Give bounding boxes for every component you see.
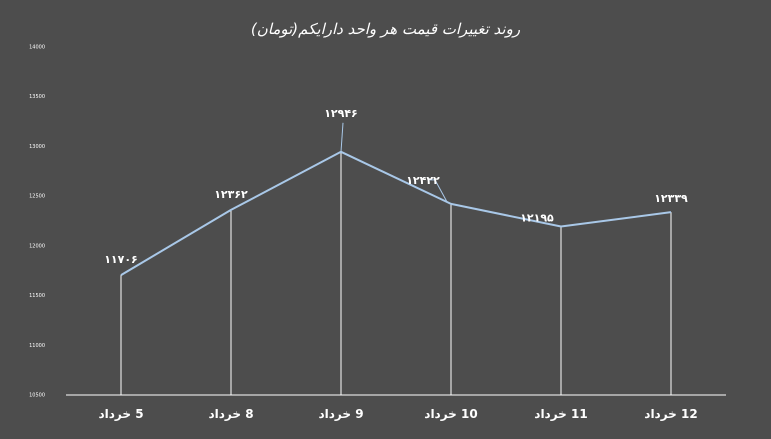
data-label: ۱۲۳۶۲ [214, 188, 248, 201]
y-tick-label: 11000 [29, 343, 45, 349]
data-label: ۱۲۴۲۲ [406, 174, 440, 187]
data-label-leader [429, 179, 448, 203]
x-tick-label: 12 خرداد [644, 407, 697, 421]
y-tick-label: 13500 [29, 94, 45, 100]
x-tick-label: 11 خرداد [534, 407, 587, 421]
x-tick-label: 9 خرداد [318, 407, 363, 421]
y-tick-label: 14000 [29, 45, 45, 51]
y-tick-label: 12500 [29, 194, 45, 200]
y-tick-label: 10500 [29, 393, 45, 399]
data-label-leader [340, 122, 344, 152]
data-label: ۱۲۱۹۵ [520, 211, 554, 224]
x-tick-label: 10 خرداد [424, 407, 477, 421]
x-tick-label: 8 خرداد [208, 407, 253, 421]
data-label: ۱۱۷۰۶ [104, 253, 138, 266]
x-tick-label: 5 خرداد [98, 407, 143, 421]
y-tick-label: 12000 [29, 243, 45, 249]
chart-title: روند تغییرات قیمت هر واحد دارایکم(تومان) [250, 20, 521, 38]
y-tick-label: 13000 [29, 144, 45, 150]
y-tick-label: 11500 [29, 293, 45, 299]
series-line [120, 150, 672, 276]
data-label: ۱۲۳۳۹ [654, 192, 688, 205]
data-label: ۱۲۹۴۶ [324, 107, 358, 120]
